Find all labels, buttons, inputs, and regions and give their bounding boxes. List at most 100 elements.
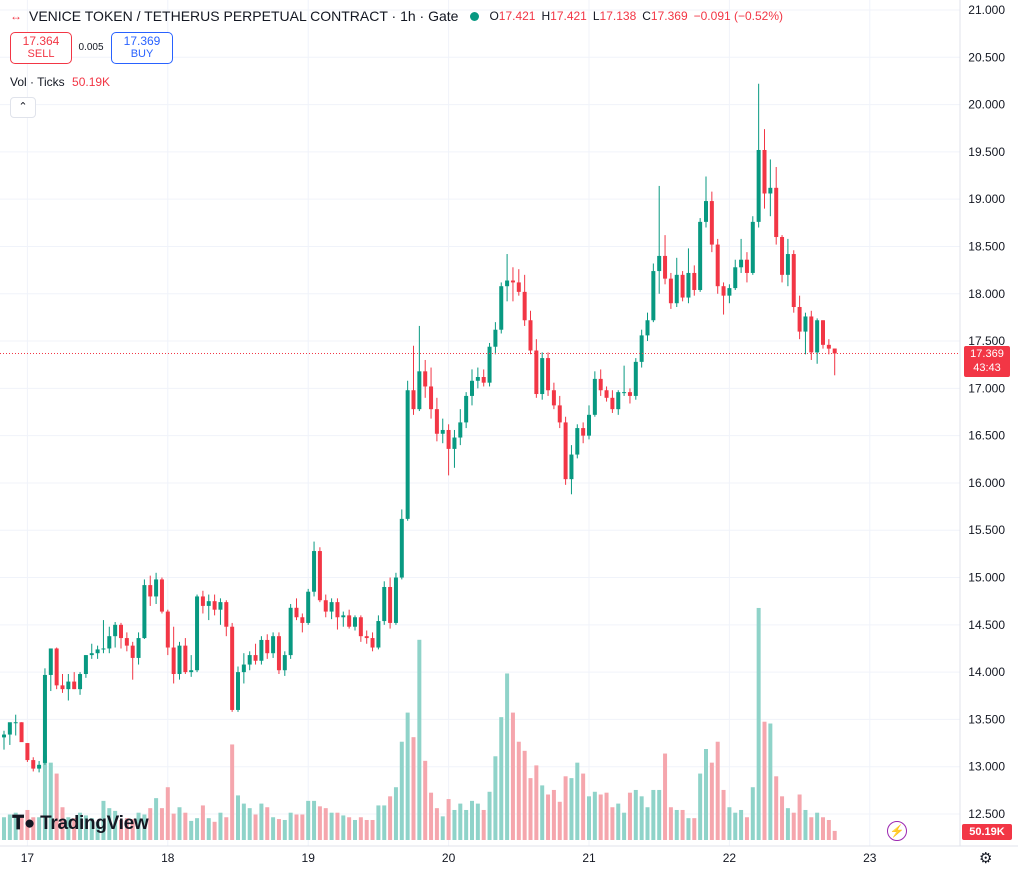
volume-bar <box>271 817 276 840</box>
candle-body <box>282 655 287 671</box>
candle-body <box>42 674 47 763</box>
volume-bar <box>183 812 188 840</box>
chevron-up-icon[interactable]: ⌃ <box>10 97 36 118</box>
volume-bar <box>815 812 820 840</box>
candle-body <box>546 358 551 391</box>
volume-bar <box>119 819 123 840</box>
volume-bar <box>113 810 118 840</box>
candle-body <box>616 392 621 410</box>
candle-body <box>78 674 83 690</box>
sell-label: SELL <box>27 48 55 60</box>
spread-value: 0.005 <box>78 42 104 53</box>
price-axis: 12.500 13.000 13.500 14.000 14.500 15.000 15.5… <box>968 3 1005 821</box>
last-price-label: 17.369 43:43 <box>964 346 1010 377</box>
volume-bar <box>540 785 545 840</box>
volume-bar <box>54 773 59 840</box>
volume-bar <box>704 749 708 840</box>
gear-icon[interactable]: ⚙ <box>979 850 993 867</box>
tradingview-logo[interactable]: 𝐓● TradingView <box>12 810 149 838</box>
sell-button[interactable]: 17.364 SELL <box>10 32 72 64</box>
volume-bar <box>60 807 65 840</box>
volume-bar <box>48 762 53 840</box>
candle-body <box>119 624 123 639</box>
candle-body <box>581 428 586 436</box>
lightning-icon[interactable]: ⚡ <box>887 821 907 841</box>
volume-bar <box>212 821 217 840</box>
symbol-title[interactable]: VENICE TOKEN / TETHERUS PERPETUAL CONTRA… <box>29 8 459 24</box>
volume-bar <box>353 819 357 840</box>
volume-bar <box>341 815 346 840</box>
volume-bar <box>66 817 71 840</box>
volume-bar <box>581 773 586 840</box>
candle-body <box>452 437 457 449</box>
time-tick-label: 21 <box>582 851 596 865</box>
volume-bar <box>189 820 194 840</box>
volume-bar <box>429 792 434 840</box>
candle-body <box>481 377 486 383</box>
candle-body <box>768 187 773 194</box>
buy-button[interactable]: 17.369 BUY <box>111 32 173 64</box>
volume-bar <box>756 607 761 840</box>
volume-bar <box>405 712 410 840</box>
volume-bar <box>101 800 106 840</box>
volume-value: 50.19K <box>72 75 111 89</box>
volume-bar <box>107 808 112 840</box>
candle-body <box>668 278 673 304</box>
candle-body <box>212 601 217 610</box>
candle-body <box>674 274 679 304</box>
candle-body <box>516 282 521 292</box>
volume-bar <box>674 809 679 840</box>
volume-bar <box>563 776 568 840</box>
candle-body <box>475 377 480 381</box>
tradingview-logo-icon: 𝐓● <box>12 813 36 834</box>
volume-bar <box>686 818 691 840</box>
volume-bar <box>774 776 779 840</box>
buy-price: 17.369 <box>123 34 161 48</box>
price-tick-label: 20.000 <box>968 98 1005 112</box>
volume-bar <box>604 792 609 840</box>
candle-body <box>622 392 627 394</box>
price-tick-label: 12.500 <box>968 807 1005 821</box>
volume-bar <box>557 801 562 840</box>
volume-bar <box>78 812 83 840</box>
candle-body <box>306 591 311 623</box>
candle-body <box>604 390 609 398</box>
candle-body <box>312 551 317 592</box>
volume-bar <box>692 818 697 840</box>
candle-body <box>739 259 744 268</box>
change-value: −0.091 (−0.52%) <box>693 9 784 23</box>
candle-body <box>815 320 820 353</box>
volume-bar <box>797 794 802 840</box>
candle-body <box>136 638 141 658</box>
time-axis: 17 18 19 20 21 22 23 <box>21 851 877 865</box>
volume-bar <box>499 717 504 840</box>
volume-bar <box>300 814 305 840</box>
volume-bar <box>130 819 135 840</box>
candle-body <box>388 586 393 623</box>
candle-body <box>241 664 246 673</box>
candle-body <box>376 621 381 648</box>
candle-body <box>826 344 831 349</box>
price-tick-label: 14.500 <box>968 618 1005 632</box>
volume-bar <box>785 808 790 840</box>
volume-bar <box>733 812 738 840</box>
volume-bar <box>25 809 30 840</box>
candle-body <box>48 648 53 675</box>
volume-bar <box>446 799 451 840</box>
volume-bar <box>598 794 603 840</box>
volume-bar <box>19 815 24 840</box>
volume-bar <box>522 750 527 840</box>
candle-body <box>663 255 668 279</box>
candle-body <box>733 267 738 289</box>
volume-legend[interactable]: Vol · Ticks 50.19K <box>10 75 110 89</box>
price-tick-label: 15.000 <box>968 571 1005 585</box>
price-tick-label: 16.500 <box>968 429 1005 443</box>
candle-body <box>587 414 591 436</box>
candle-body <box>31 760 36 769</box>
candle-body <box>259 639 264 661</box>
candle-body <box>399 518 404 578</box>
candle-body <box>54 648 59 686</box>
candle-body <box>505 280 510 287</box>
volume-bar <box>832 830 837 840</box>
